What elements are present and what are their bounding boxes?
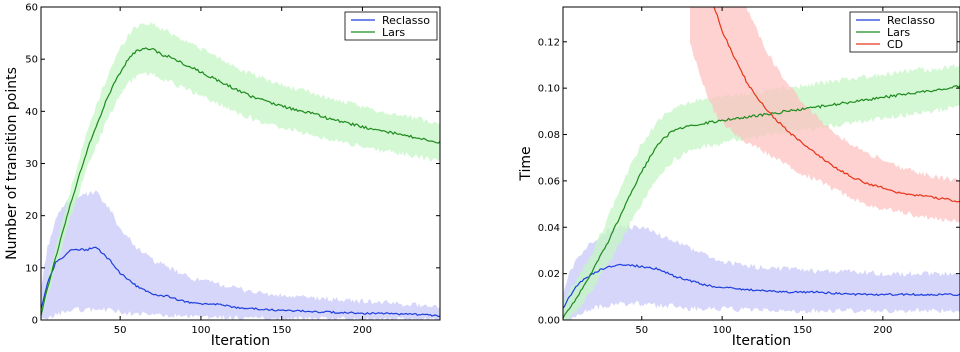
x-tick-label: 150 [272, 325, 291, 336]
line-cd [713, 7, 960, 203]
x-tick-label: 50 [635, 325, 648, 336]
line-lars [41, 47, 440, 316]
band-cd [690, 7, 960, 223]
y-tick-label: 0.02 [538, 269, 560, 280]
x-tick-label: 50 [114, 325, 127, 336]
y-tick-label: 10 [25, 263, 38, 274]
x-tick-label: 150 [793, 325, 812, 336]
y-tick-label: 0 [32, 316, 38, 327]
legend-label-lars: Lars [887, 26, 910, 39]
y-tick-label: 0.12 [538, 37, 560, 48]
x-axis-title: Iteration [732, 333, 791, 349]
plot-area [41, 7, 440, 320]
y-axis-title: Time [518, 146, 534, 181]
chart-left-transition-points: 50 100 150 200 0 10 20 30 40 50 60 Iteration Number … [4, 3, 441, 349]
legend-label-reclasso: Reclasso [887, 14, 935, 27]
legend-label-reclasso: Reclasso [382, 14, 430, 27]
legend-label-cd: CD [887, 38, 903, 51]
y-tick-label: 30 [25, 159, 38, 170]
y-axis-title: Number of transition points [4, 67, 20, 260]
legend-label-lars: Lars [382, 26, 405, 39]
y-tick-label: 0.08 [538, 130, 560, 141]
y-tick-label: 60 [25, 3, 38, 14]
y-tick-label: 40 [25, 107, 38, 118]
x-tick-label: 200 [353, 325, 372, 336]
y-tick-label: 0.04 [538, 223, 560, 234]
line-lars [563, 85, 960, 319]
legend-box [344, 11, 438, 41]
x-tick-label: 200 [873, 325, 892, 336]
band-lars [563, 62, 960, 320]
y-tick-label: 50 [25, 55, 38, 66]
plot-area [563, 7, 960, 320]
axes-frame [562, 6, 960, 321]
y-tick-label: 20 [25, 211, 38, 222]
band-lars [41, 21, 440, 320]
line-reclasso [41, 246, 440, 318]
x-tick-label: 100 [191, 325, 210, 336]
y-tick-label: 0.10 [538, 84, 560, 95]
y-tick-label: 0.06 [538, 176, 560, 187]
chart-right-time: 50 100 150 200 0.00 0.02 0.04 0.06 0.08 0.10 0.12 I… [518, 6, 960, 349]
line-reclasso [563, 263, 960, 309]
band-reclasso [563, 224, 960, 320]
x-axis-title: Iteration [211, 333, 270, 349]
y-tick-label: 0.00 [538, 316, 560, 327]
x-tick-label: 100 [713, 325, 732, 336]
